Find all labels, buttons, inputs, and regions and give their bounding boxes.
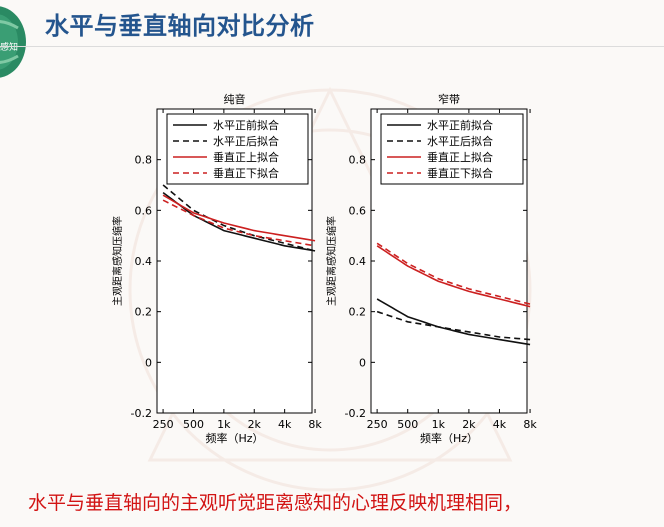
chart-1-ytick-label: 0.2	[135, 306, 153, 319]
chart-1-legend-label-3: 垂直正上拟合	[213, 150, 279, 164]
chart-2-xtick-label: 500	[397, 418, 418, 431]
chart-2-ytick-label: 0.6	[349, 204, 367, 217]
chart-2-xtick-label: 250	[367, 418, 388, 431]
chart-2-legend-label-1: 水平正前拟合	[427, 118, 493, 132]
chart-1-xtick-label: 500	[183, 418, 204, 431]
chart-1-ytick-label: 0.8	[135, 154, 153, 167]
chart-2-xtick-label: 8k	[523, 418, 537, 431]
chart-1-xtick-label: 250	[153, 418, 174, 431]
chart-1-series-line-3	[162, 194, 316, 242]
chart-1-legend-label-4: 垂直正下拟合	[213, 166, 279, 180]
chart-1-xtick-label: 1k	[217, 418, 231, 431]
chart-2-legend-label-2: 水平正后拟合	[427, 134, 493, 148]
conclusion-text: 水平与垂直轴向的主观听觉距离感知的心理反映机理相同，	[28, 492, 523, 514]
chart-2-series-line-3	[376, 245, 531, 308]
chart-2-xtick-label: 2k	[462, 418, 476, 431]
chart-2-legend-label-3: 垂直正上拟合	[427, 150, 493, 164]
slide-title: 水平与垂直轴向对比分析	[45, 12, 315, 40]
chart-1-title: 纯音	[224, 92, 246, 106]
chart-1-legend-label-2: 水平正后拟合	[213, 134, 279, 148]
chart-1-series-line-1	[162, 191, 316, 252]
title-divider	[0, 46, 664, 47]
chart-2-ytick-label: -0.2	[345, 407, 366, 420]
logo-text: 感知	[0, 43, 19, 53]
chart-1-ylabel: 主观距离感知压缩率	[111, 216, 124, 306]
chart-2-ylabel: 主观距离感知压缩率	[325, 216, 338, 306]
chart-1-xlabel: 频率（Hz）	[205, 431, 263, 445]
chart-2-ytick-label: 0.4	[349, 255, 367, 268]
chart-2-series-line-2	[376, 310, 531, 341]
chart-1-xtick-label: 8k	[308, 418, 322, 431]
chart-1-xtick-label: 4k	[278, 418, 292, 431]
chart-2-xtick-label: 4k	[493, 418, 507, 431]
chart-2-title: 窄带	[438, 92, 460, 106]
chart-2-legend-label-4: 垂直正下拟合	[427, 166, 493, 180]
chart-1-ytick-label: 0	[145, 356, 152, 369]
chart-1-ytick-label: 0.6	[135, 204, 153, 217]
chart-2-xlabel: 频率（Hz）	[420, 431, 478, 445]
university-logo-icon	[0, 6, 26, 78]
chart-1-ytick-label: 0.4	[135, 255, 153, 268]
chart-1-xtick-label: 2k	[248, 418, 262, 431]
chart-1-series-line-4	[162, 199, 316, 247]
chart-2-series-line-1	[376, 298, 531, 346]
chart-1-series-line-2	[162, 184, 316, 252]
chart-2-series-line-4	[376, 242, 531, 305]
chart-2-ytick-label: 0.8	[349, 154, 367, 167]
chart-2-ytick-label: 0	[359, 356, 366, 369]
chart-1-legend-label-1: 水平正前拟合	[213, 118, 279, 132]
chart-2-xtick-label: 1k	[432, 418, 446, 431]
chart-2-ytick-label: 0.2	[349, 306, 367, 319]
chart-1-ytick-label: -0.2	[131, 407, 152, 420]
